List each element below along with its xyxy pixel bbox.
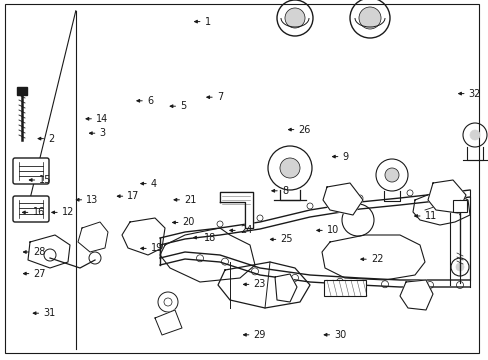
Circle shape — [280, 158, 299, 178]
Polygon shape — [220, 192, 252, 228]
Text: 19: 19 — [151, 243, 163, 253]
Text: 27: 27 — [34, 269, 46, 279]
Circle shape — [384, 168, 398, 182]
Text: 12: 12 — [62, 207, 74, 217]
Text: 31: 31 — [43, 308, 56, 318]
Bar — [17, 87, 27, 95]
FancyBboxPatch shape — [13, 158, 49, 184]
Circle shape — [285, 8, 305, 28]
Bar — [324, 280, 365, 296]
Polygon shape — [274, 274, 296, 302]
Text: 26: 26 — [298, 125, 310, 135]
Text: 11: 11 — [424, 211, 436, 221]
Text: 29: 29 — [253, 330, 265, 340]
Text: 1: 1 — [204, 17, 210, 27]
Text: 6: 6 — [147, 96, 153, 106]
Text: 32: 32 — [468, 89, 480, 99]
Text: 22: 22 — [370, 254, 383, 264]
Circle shape — [358, 7, 380, 29]
Text: 7: 7 — [217, 92, 223, 102]
Text: 8: 8 — [282, 186, 287, 196]
FancyBboxPatch shape — [13, 196, 49, 222]
Text: 16: 16 — [33, 207, 45, 217]
Text: 17: 17 — [127, 191, 140, 201]
Text: 4: 4 — [151, 179, 157, 189]
Text: 13: 13 — [86, 195, 99, 205]
Text: 2: 2 — [48, 134, 54, 144]
Text: 23: 23 — [253, 279, 265, 289]
Text: 5: 5 — [180, 101, 186, 111]
Polygon shape — [155, 310, 182, 335]
Text: 10: 10 — [326, 225, 339, 235]
Text: 14: 14 — [96, 114, 108, 124]
Polygon shape — [323, 183, 362, 215]
Text: 3: 3 — [100, 128, 105, 138]
Polygon shape — [427, 180, 465, 213]
Text: 21: 21 — [184, 195, 196, 205]
Polygon shape — [399, 280, 432, 310]
Text: 24: 24 — [240, 225, 252, 235]
Text: 18: 18 — [203, 233, 216, 243]
Text: 25: 25 — [280, 234, 292, 244]
Text: 28: 28 — [34, 247, 46, 257]
Text: 9: 9 — [342, 152, 348, 162]
Text: 15: 15 — [40, 175, 52, 185]
Bar — [452, 200, 466, 212]
Text: 30: 30 — [334, 330, 346, 340]
Text: 20: 20 — [183, 217, 195, 228]
Circle shape — [350, 213, 364, 227]
Circle shape — [455, 263, 463, 271]
Circle shape — [469, 130, 479, 140]
